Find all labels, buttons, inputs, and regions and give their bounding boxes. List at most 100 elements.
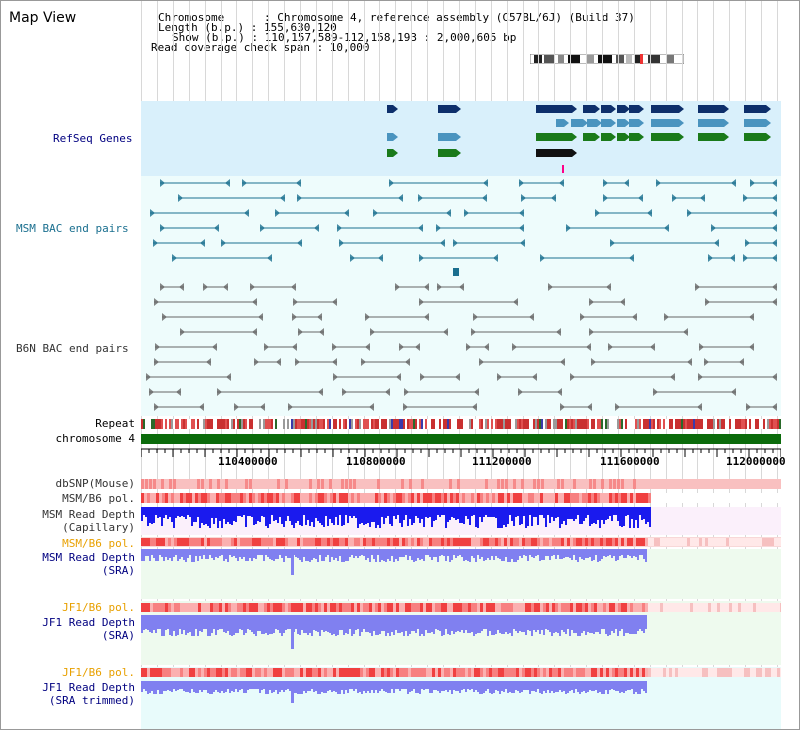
b6n-bac-end — [264, 343, 269, 351]
coverage-tracks[interactable] — [141, 477, 781, 730]
depth-bar — [143, 681, 145, 689]
depth-bar — [253, 549, 255, 558]
pol-cell — [309, 603, 312, 612]
ruler-tick-label: 111600000 — [600, 455, 660, 468]
depth-bar — [483, 681, 485, 693]
depth-bar — [211, 549, 213, 558]
repeat-cell — [423, 419, 425, 429]
depth-bar — [629, 507, 631, 528]
depth-bar — [573, 549, 575, 555]
depth-bar — [271, 507, 273, 515]
pol-cell — [489, 668, 492, 677]
repeat-cell — [693, 419, 695, 429]
depth-bar — [551, 507, 553, 517]
depth-bar — [475, 507, 477, 527]
repeat-cell — [273, 419, 275, 429]
pol-cell — [216, 493, 219, 503]
depth-bar — [511, 549, 513, 559]
pol-cell — [714, 538, 717, 546]
repeat-cell — [351, 419, 353, 429]
depth-bar — [177, 681, 179, 690]
repeat-cell — [421, 419, 423, 429]
pol-cell — [204, 668, 207, 677]
depth-bar — [287, 507, 289, 516]
chromosome-track[interactable] — [141, 434, 781, 444]
repeat-cell — [229, 419, 231, 429]
pol-cell — [207, 668, 210, 677]
gene-feature — [617, 133, 625, 141]
depth-bar — [411, 507, 413, 525]
b6n-bac-end — [420, 373, 425, 381]
repeat-cell — [167, 419, 169, 429]
depth-bar — [527, 681, 529, 690]
pol-cell — [567, 538, 570, 546]
msm-bac-end — [772, 209, 777, 217]
depth-bar — [451, 549, 453, 560]
pol-cell — [768, 538, 771, 546]
pol-cell — [780, 603, 781, 612]
pol-cell — [288, 603, 291, 612]
b6n-bac-end — [149, 388, 154, 396]
chromosome-ideogram[interactable] — [530, 54, 684, 64]
pol-cell — [483, 603, 486, 612]
msm-bac-end — [440, 239, 445, 247]
depth-bar — [375, 615, 377, 635]
depth-bar — [569, 549, 571, 558]
depth-bar — [301, 549, 303, 562]
repeat-cell — [517, 419, 519, 429]
depth-bar — [225, 507, 227, 524]
pol-cell — [306, 493, 309, 503]
pol-cell — [156, 493, 159, 503]
pol-cell — [774, 538, 777, 546]
depth-bar — [191, 615, 193, 636]
feature-tracks[interactable] — [141, 101, 781, 421]
depth-bar — [171, 549, 173, 561]
depth-bar — [453, 681, 455, 690]
pol-cell — [231, 603, 234, 612]
pol-cell — [522, 668, 525, 677]
depth-bar — [443, 507, 445, 515]
repeat-cell — [145, 419, 147, 429]
depth-bar — [145, 549, 147, 556]
depth-bar — [397, 507, 399, 515]
pol-cell — [219, 603, 222, 612]
depth-bar — [277, 549, 279, 559]
repeat-cell — [451, 419, 453, 429]
chromosome-info: Chromosome : Chromosome 4, reference ass… — [158, 11, 635, 24]
depth-bar — [469, 507, 471, 525]
pol-cell — [375, 493, 378, 503]
depth-bar — [353, 507, 355, 516]
b6n-bac-end — [254, 358, 259, 366]
pol-cell — [405, 668, 408, 677]
depth-bar — [605, 549, 607, 557]
depth-bar — [481, 549, 483, 557]
pol-cell — [621, 538, 624, 546]
depth-bar — [469, 681, 471, 690]
repeat-track[interactable] — [141, 419, 781, 429]
depth-bar — [299, 507, 301, 525]
depth-bar — [569, 681, 571, 691]
depth-bar — [259, 681, 261, 693]
depth-bar — [467, 507, 469, 519]
depth-bar — [253, 681, 255, 689]
pol-cell — [162, 603, 165, 612]
depth-bar — [353, 549, 355, 558]
gene-strand-arrow — [611, 119, 616, 127]
dbsnp-cell — [309, 479, 312, 489]
depth-bar — [221, 615, 223, 629]
depth-bar — [435, 681, 437, 690]
pol-cell — [519, 668, 522, 677]
depth-bar — [499, 681, 501, 694]
depth-bar — [427, 681, 429, 689]
depth-bar — [219, 615, 221, 629]
pol-cell — [609, 668, 612, 677]
pol-cell — [636, 493, 639, 503]
pol-cell — [438, 603, 441, 612]
depth-bar — [379, 549, 381, 562]
repeat-cell — [143, 419, 145, 429]
depth-bar — [357, 681, 359, 693]
depth-bar — [283, 507, 285, 527]
depth-bar — [579, 549, 581, 557]
pol-cell — [480, 538, 483, 546]
dbsnp-cell — [353, 479, 356, 489]
